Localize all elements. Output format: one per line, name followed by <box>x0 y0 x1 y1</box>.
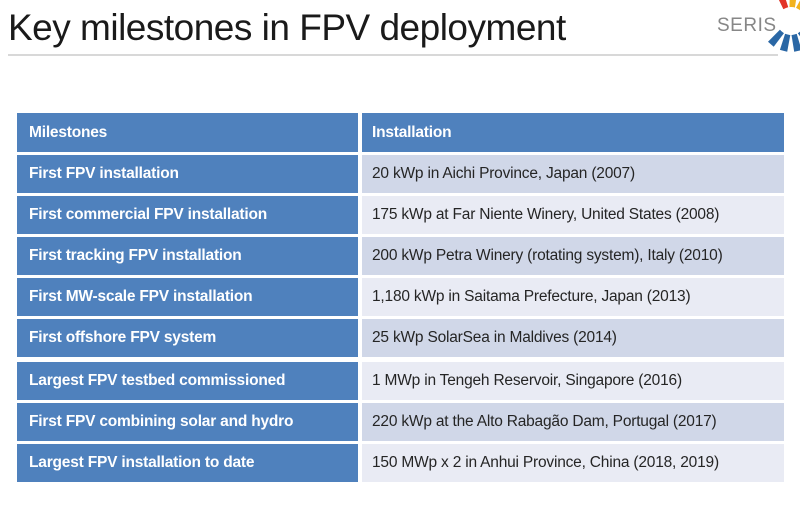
installation-cell: 1,180 kWp in Saitama Prefecture, Japan (… <box>362 278 784 316</box>
table-row: First offshore FPV system 25 kWp SolarSe… <box>17 319 784 357</box>
column-header-installation: Installation <box>362 113 784 152</box>
title-divider <box>8 54 778 56</box>
milestone-cell: First offshore FPV system <box>17 319 358 357</box>
installation-cell: 220 kWp at the Alto Rabagão Dam, Portuga… <box>362 403 784 441</box>
table-row: Largest FPV installation to date 150 MWp… <box>17 444 784 482</box>
column-header-milestones: Milestones <box>17 113 358 152</box>
slide-title: Key milestones in FPV deployment <box>8 7 566 48</box>
table-row: Largest FPV testbed commissioned 1 MWp i… <box>17 362 784 400</box>
installation-cell: 25 kWp SolarSea in Maldives (2014) <box>362 319 784 357</box>
milestone-cell: First commercial FPV installation <box>17 196 358 234</box>
milestones-table: Milestones Installation First FPV instal… <box>17 113 784 485</box>
milestone-cell: First MW-scale FPV installation <box>17 278 358 316</box>
milestone-cell: First tracking FPV installation <box>17 237 358 275</box>
milestone-cell: First FPV installation <box>17 155 358 193</box>
installation-cell: 200 kWp Petra Winery (rotating system), … <box>362 237 784 275</box>
milestone-cell: First FPV combining solar and hydro <box>17 403 358 441</box>
table-row: First FPV combining solar and hydro 220 … <box>17 403 784 441</box>
table-row: First MW-scale FPV installation 1,180 kW… <box>17 278 784 316</box>
table-row: First tracking FPV installation 200 kWp … <box>17 237 784 275</box>
table-row: First FPV installation 20 kWp in Aichi P… <box>17 155 784 193</box>
milestone-cell: Largest FPV installation to date <box>17 444 358 482</box>
table-header-row: Milestones Installation <box>17 113 784 152</box>
installation-cell: 150 MWp x 2 in Anhui Province, China (20… <box>362 444 784 482</box>
installation-cell: 20 kWp in Aichi Province, Japan (2007) <box>362 155 784 193</box>
table-row: First commercial FPV installation 175 kW… <box>17 196 784 234</box>
seris-sun-icon <box>768 0 800 52</box>
seris-logo-text: SERIS <box>717 15 777 36</box>
installation-cell: 175 kWp at Far Niente Winery, United Sta… <box>362 196 784 234</box>
milestone-cell: Largest FPV testbed commissioned <box>17 362 358 400</box>
installation-cell: 1 MWp in Tengeh Reservoir, Singapore (20… <box>362 362 784 400</box>
